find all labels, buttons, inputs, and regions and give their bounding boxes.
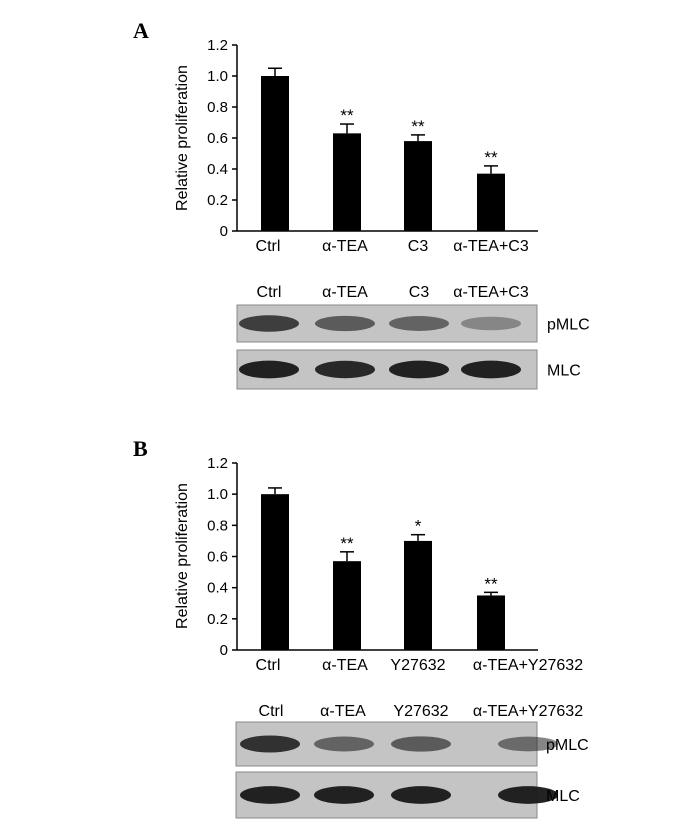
blot-lane-label: Ctrl bbox=[259, 703, 284, 720]
y-axis-label: Relative proliferation bbox=[174, 65, 191, 211]
blot-lane-label: α-TEA bbox=[322, 284, 368, 301]
panel-letter: B bbox=[133, 436, 148, 461]
panel-b: B 0 0.2 0.4 0.6 0.8 1.0 1.2 Relative proliferati… bbox=[133, 436, 589, 819]
blot-row-label: pMLC bbox=[546, 737, 589, 754]
x-category-label: Ctrl bbox=[256, 238, 281, 255]
x-category-label: α-TEA+C3 bbox=[453, 238, 529, 255]
y-tick-label: 1.2 bbox=[207, 455, 228, 472]
blot-band bbox=[498, 786, 558, 804]
blot-band bbox=[240, 735, 300, 753]
y-tick-label: 0.8 bbox=[207, 517, 228, 534]
significance-marker: * bbox=[415, 517, 422, 536]
blot-band bbox=[391, 736, 451, 752]
blot-row-label: MLC bbox=[546, 788, 580, 805]
blot-band bbox=[461, 360, 521, 379]
bar bbox=[477, 173, 505, 231]
y-tick-label: 0.4 bbox=[207, 161, 228, 178]
blot-band bbox=[391, 786, 451, 804]
bar bbox=[477, 595, 505, 650]
blot-lane-label: α-TEA bbox=[320, 703, 366, 720]
bar bbox=[404, 540, 432, 650]
blot-band bbox=[389, 316, 449, 331]
y-tick-label: 0 bbox=[220, 223, 228, 240]
blot-band bbox=[315, 360, 375, 379]
panel-letter: A bbox=[133, 18, 149, 43]
y-tick-label: 0 bbox=[220, 642, 228, 659]
blot-band bbox=[314, 786, 374, 804]
blot-band bbox=[239, 360, 299, 379]
blot-band bbox=[315, 315, 375, 332]
x-category-label: Y27632 bbox=[390, 657, 445, 674]
x-category-label: α-TEA+Y27632 bbox=[473, 657, 583, 674]
y-tick-label: 1.2 bbox=[207, 37, 228, 54]
blot-band bbox=[389, 360, 449, 379]
bar bbox=[261, 494, 289, 650]
y-axis-label: Relative proliferation bbox=[174, 483, 191, 629]
y-tick-label: 0.2 bbox=[207, 611, 228, 628]
significance-marker: ** bbox=[411, 117, 425, 136]
blot-lane-label: α-TEA+Y27632 bbox=[473, 703, 583, 720]
x-category-label: α-TEA bbox=[322, 657, 368, 674]
y-tick-label: 0.2 bbox=[207, 192, 228, 209]
blot-lane-label: α-TEA+C3 bbox=[453, 284, 529, 301]
y-tick-label: 1.0 bbox=[207, 486, 228, 503]
blot-lane-label: Ctrl bbox=[257, 284, 282, 301]
bar bbox=[261, 76, 289, 231]
y-tick-label: 0.6 bbox=[207, 130, 228, 147]
blot-band bbox=[239, 315, 299, 332]
x-category-label: Ctrl bbox=[256, 657, 281, 674]
blot-lane-label: C3 bbox=[409, 284, 430, 301]
bar bbox=[333, 133, 361, 231]
x-category-label: C3 bbox=[408, 238, 429, 255]
panel-a: A 0 0.2 0.4 0.6 0.8 1.0 1.2 Relative proliferati… bbox=[133, 18, 590, 390]
significance-marker: ** bbox=[484, 148, 498, 167]
blot-lane-label: Y27632 bbox=[393, 703, 448, 720]
blot-row-label: pMLC bbox=[547, 317, 590, 334]
y-tick-label: 0.4 bbox=[207, 580, 228, 597]
significance-marker: ** bbox=[340, 534, 354, 553]
blot-band bbox=[314, 736, 374, 752]
y-tick-label: 1.0 bbox=[207, 68, 228, 85]
significance-marker: ** bbox=[340, 106, 354, 125]
x-category-label: α-TEA bbox=[322, 238, 368, 255]
y-tick-label: 0.6 bbox=[207, 549, 228, 566]
blot-band bbox=[461, 316, 521, 331]
blot-band bbox=[498, 736, 558, 752]
bar bbox=[333, 561, 361, 650]
y-tick-label: 0.8 bbox=[207, 99, 228, 116]
blot-row-label: MLC bbox=[547, 363, 581, 380]
bar bbox=[404, 141, 432, 231]
blot-band bbox=[240, 786, 300, 804]
significance-marker: ** bbox=[484, 574, 498, 593]
